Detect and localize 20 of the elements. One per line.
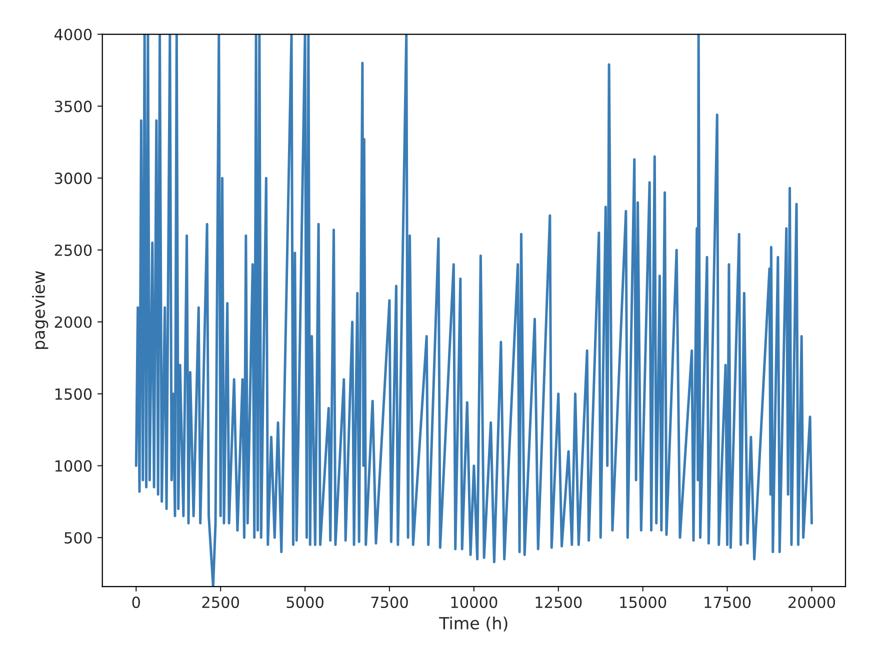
y-tick-label: 3500 <box>54 100 92 112</box>
y-tick-label: 500 <box>64 532 92 544</box>
x-tick-label: 10000 <box>451 596 498 608</box>
x-tick-label: 7500 <box>371 596 408 608</box>
x-tick-label: 0 <box>132 596 140 608</box>
x-tick-label: 20000 <box>788 596 836 608</box>
x-tick-label: 5000 <box>286 596 324 608</box>
x-axis-title: Time (h) <box>439 616 508 632</box>
y-tick-label: 2500 <box>54 244 92 256</box>
line-series <box>134 34 813 587</box>
x-tick-label: 12500 <box>536 596 582 608</box>
x-tick-label: 15000 <box>620 596 666 608</box>
y-axis-title: pageview <box>32 271 48 349</box>
y-tick-label: 1500 <box>55 388 92 400</box>
y-tick-label: 1000 <box>55 460 92 472</box>
y-tick-label: 4000 <box>54 28 92 40</box>
y-tick-label: 2000 <box>54 316 92 328</box>
x-tick-label: 17500 <box>704 596 751 608</box>
y-tick-label: 3000 <box>54 172 92 184</box>
x-tick-label: 2500 <box>202 596 240 608</box>
